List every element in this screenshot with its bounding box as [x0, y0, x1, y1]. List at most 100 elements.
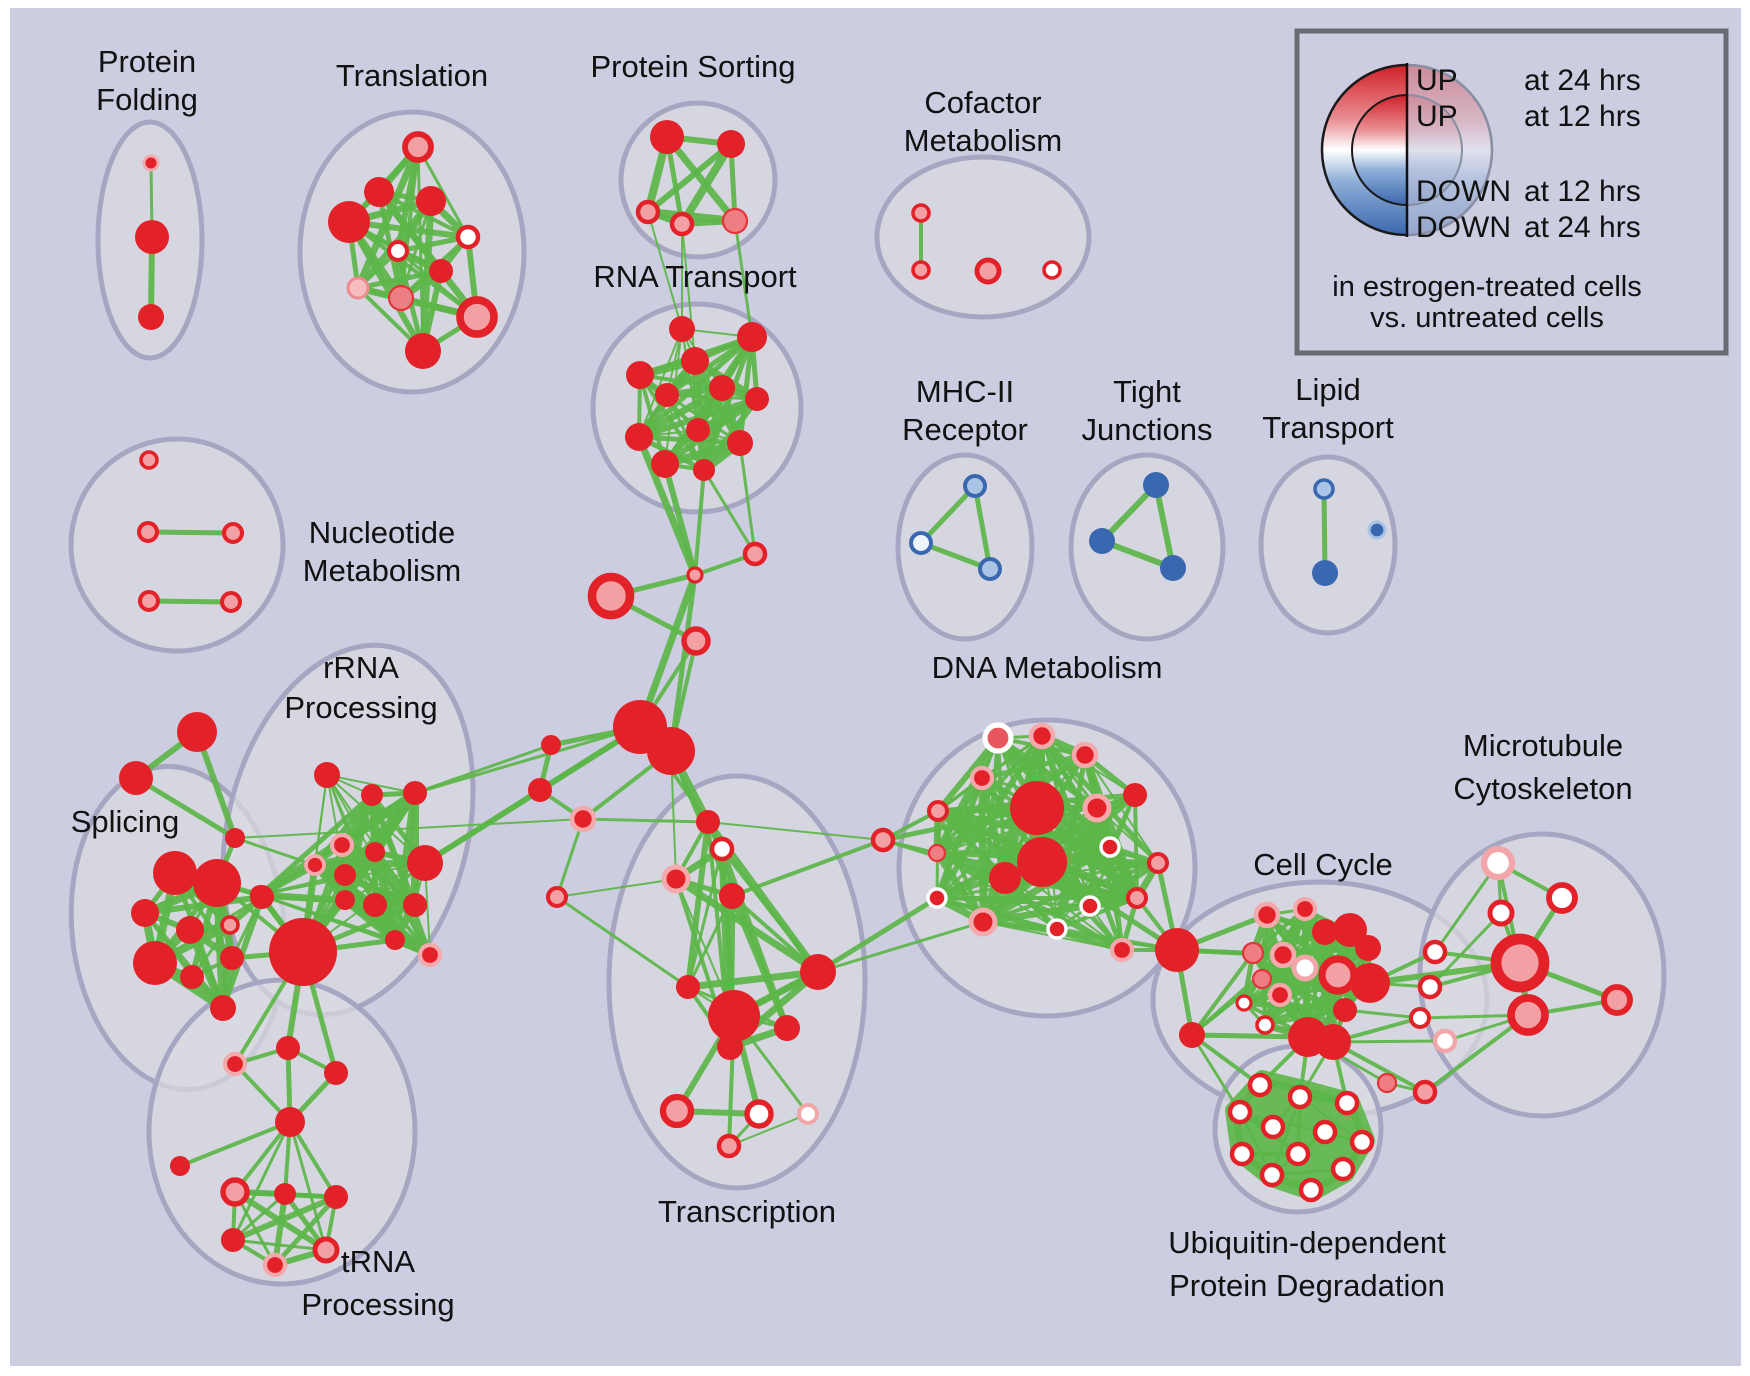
- node-u6[interactable]: [1312, 1119, 1338, 1145]
- node-u9[interactable]: [1285, 1141, 1311, 1167]
- node-u11[interactable]: [1259, 1162, 1285, 1188]
- node-l2[interactable]: [1367, 520, 1387, 540]
- node-r2[interactable]: [737, 322, 767, 352]
- node-r9[interactable]: [625, 423, 653, 451]
- node-tc6[interactable]: [800, 954, 836, 990]
- node-tc8[interactable]: [774, 1015, 800, 1041]
- node-tc2[interactable]: [709, 836, 735, 862]
- node-tn8[interactable]: [324, 1185, 348, 1209]
- node-t6[interactable]: [455, 224, 481, 250]
- node-c1[interactable]: [911, 203, 931, 223]
- node-u2[interactable]: [1287, 1084, 1313, 1110]
- node-tn10[interactable]: [262, 1252, 288, 1278]
- node-spt1[interactable]: [177, 712, 217, 752]
- node-m5[interactable]: [219, 590, 243, 614]
- node-r5[interactable]: [709, 375, 735, 401]
- node-j1[interactable]: [1143, 472, 1169, 498]
- node-r11[interactable]: [651, 450, 679, 478]
- node-h1[interactable]: [963, 474, 987, 498]
- node-t11[interactable]: [405, 333, 441, 369]
- node-hub2[interactable]: [647, 727, 695, 775]
- node-s5[interactable]: [721, 207, 749, 235]
- node-pf2[interactable]: [135, 220, 169, 254]
- node-tn7[interactable]: [274, 1183, 296, 1205]
- node-mid4[interactable]: [545, 885, 569, 909]
- node-r7[interactable]: [745, 387, 769, 411]
- node-r10[interactable]: [727, 430, 753, 456]
- node-d16[interactable]: [1046, 918, 1068, 940]
- node-rr11[interactable]: [363, 893, 387, 917]
- node-s1[interactable]: [650, 120, 684, 154]
- node-cc19[interactable]: [1422, 939, 1448, 965]
- node-t4[interactable]: [416, 186, 446, 216]
- node-r8[interactable]: [686, 418, 710, 442]
- node-d2[interactable]: [1028, 722, 1056, 750]
- node-rr10[interactable]: [335, 890, 355, 910]
- node-d9[interactable]: [989, 862, 1021, 894]
- node-cc8[interactable]: [1291, 954, 1319, 982]
- node-t7[interactable]: [429, 259, 453, 283]
- node-t8[interactable]: [346, 276, 370, 300]
- node-sp4[interactable]: [176, 916, 204, 944]
- node-rr8[interactable]: [407, 845, 443, 881]
- node-rr2[interactable]: [361, 784, 383, 806]
- node-cc22[interactable]: [1432, 1028, 1458, 1054]
- node-cc13[interactable]: [1235, 994, 1253, 1012]
- node-mc4[interactable]: [1490, 933, 1550, 993]
- node-mc2[interactable]: [1546, 882, 1578, 914]
- node-u1[interactable]: [1247, 1072, 1273, 1098]
- node-cc23[interactable]: [1376, 1072, 1398, 1094]
- node-u8[interactable]: [1229, 1141, 1255, 1167]
- node-rr15[interactable]: [417, 942, 443, 968]
- node-j3[interactable]: [1160, 555, 1186, 581]
- node-tn1[interactable]: [276, 1036, 300, 1060]
- node-cc11[interactable]: [1251, 968, 1273, 990]
- node-cc24[interactable]: [1412, 1079, 1438, 1105]
- node-u12[interactable]: [1298, 1177, 1324, 1203]
- node-rr3[interactable]: [403, 781, 427, 805]
- node-cc5[interactable]: [1355, 935, 1381, 961]
- node-s3[interactable]: [635, 199, 661, 225]
- node-cc17[interactable]: [1333, 998, 1357, 1022]
- node-sp6[interactable]: [133, 941, 177, 985]
- node-cc12[interactable]: [1267, 982, 1293, 1008]
- node-tc11[interactable]: [744, 1099, 774, 1129]
- node-t2[interactable]: [328, 201, 370, 243]
- node-d11[interactable]: [1082, 793, 1112, 823]
- node-mid3[interactable]: [569, 805, 597, 833]
- node-dcn[interactable]: [870, 827, 896, 853]
- node-rr4[interactable]: [329, 832, 355, 858]
- node-u7[interactable]: [1349, 1129, 1375, 1155]
- node-tn3[interactable]: [324, 1061, 348, 1085]
- node-d8[interactable]: [1017, 837, 1067, 887]
- node-tc10[interactable]: [659, 1093, 695, 1129]
- node-d7[interactable]: [1010, 781, 1064, 835]
- node-cc3[interactable]: [1312, 919, 1338, 945]
- node-d15[interactable]: [968, 907, 998, 937]
- node-tn6[interactable]: [220, 1177, 250, 1207]
- node-d18[interactable]: [1125, 886, 1149, 910]
- node-m2[interactable]: [136, 520, 160, 544]
- node-rr16[interactable]: [385, 930, 405, 950]
- node-d19[interactable]: [1109, 937, 1135, 963]
- node-tc5[interactable]: [676, 975, 700, 999]
- node-mc5[interactable]: [1507, 994, 1549, 1036]
- node-mid2[interactable]: [528, 778, 552, 802]
- node-sp7[interactable]: [180, 965, 204, 989]
- node-spt2[interactable]: [119, 761, 153, 795]
- node-tn2[interactable]: [222, 1051, 248, 1077]
- node-cc21[interactable]: [1408, 1006, 1432, 1030]
- node-tc13[interactable]: [716, 1133, 742, 1159]
- node-mc6[interactable]: [1601, 984, 1633, 1016]
- node-sp1[interactable]: [153, 851, 197, 895]
- node-d17[interactable]: [1079, 895, 1101, 917]
- node-d6[interactable]: [927, 843, 947, 863]
- node-r1[interactable]: [669, 316, 695, 342]
- node-pf3[interactable]: [138, 304, 164, 330]
- node-d10[interactable]: [1123, 783, 1147, 807]
- node-d20[interactable]: [1155, 928, 1199, 972]
- node-tc1[interactable]: [696, 810, 720, 834]
- node-n2[interactable]: [686, 566, 704, 584]
- node-t3[interactable]: [364, 177, 394, 207]
- node-sp8[interactable]: [220, 946, 244, 970]
